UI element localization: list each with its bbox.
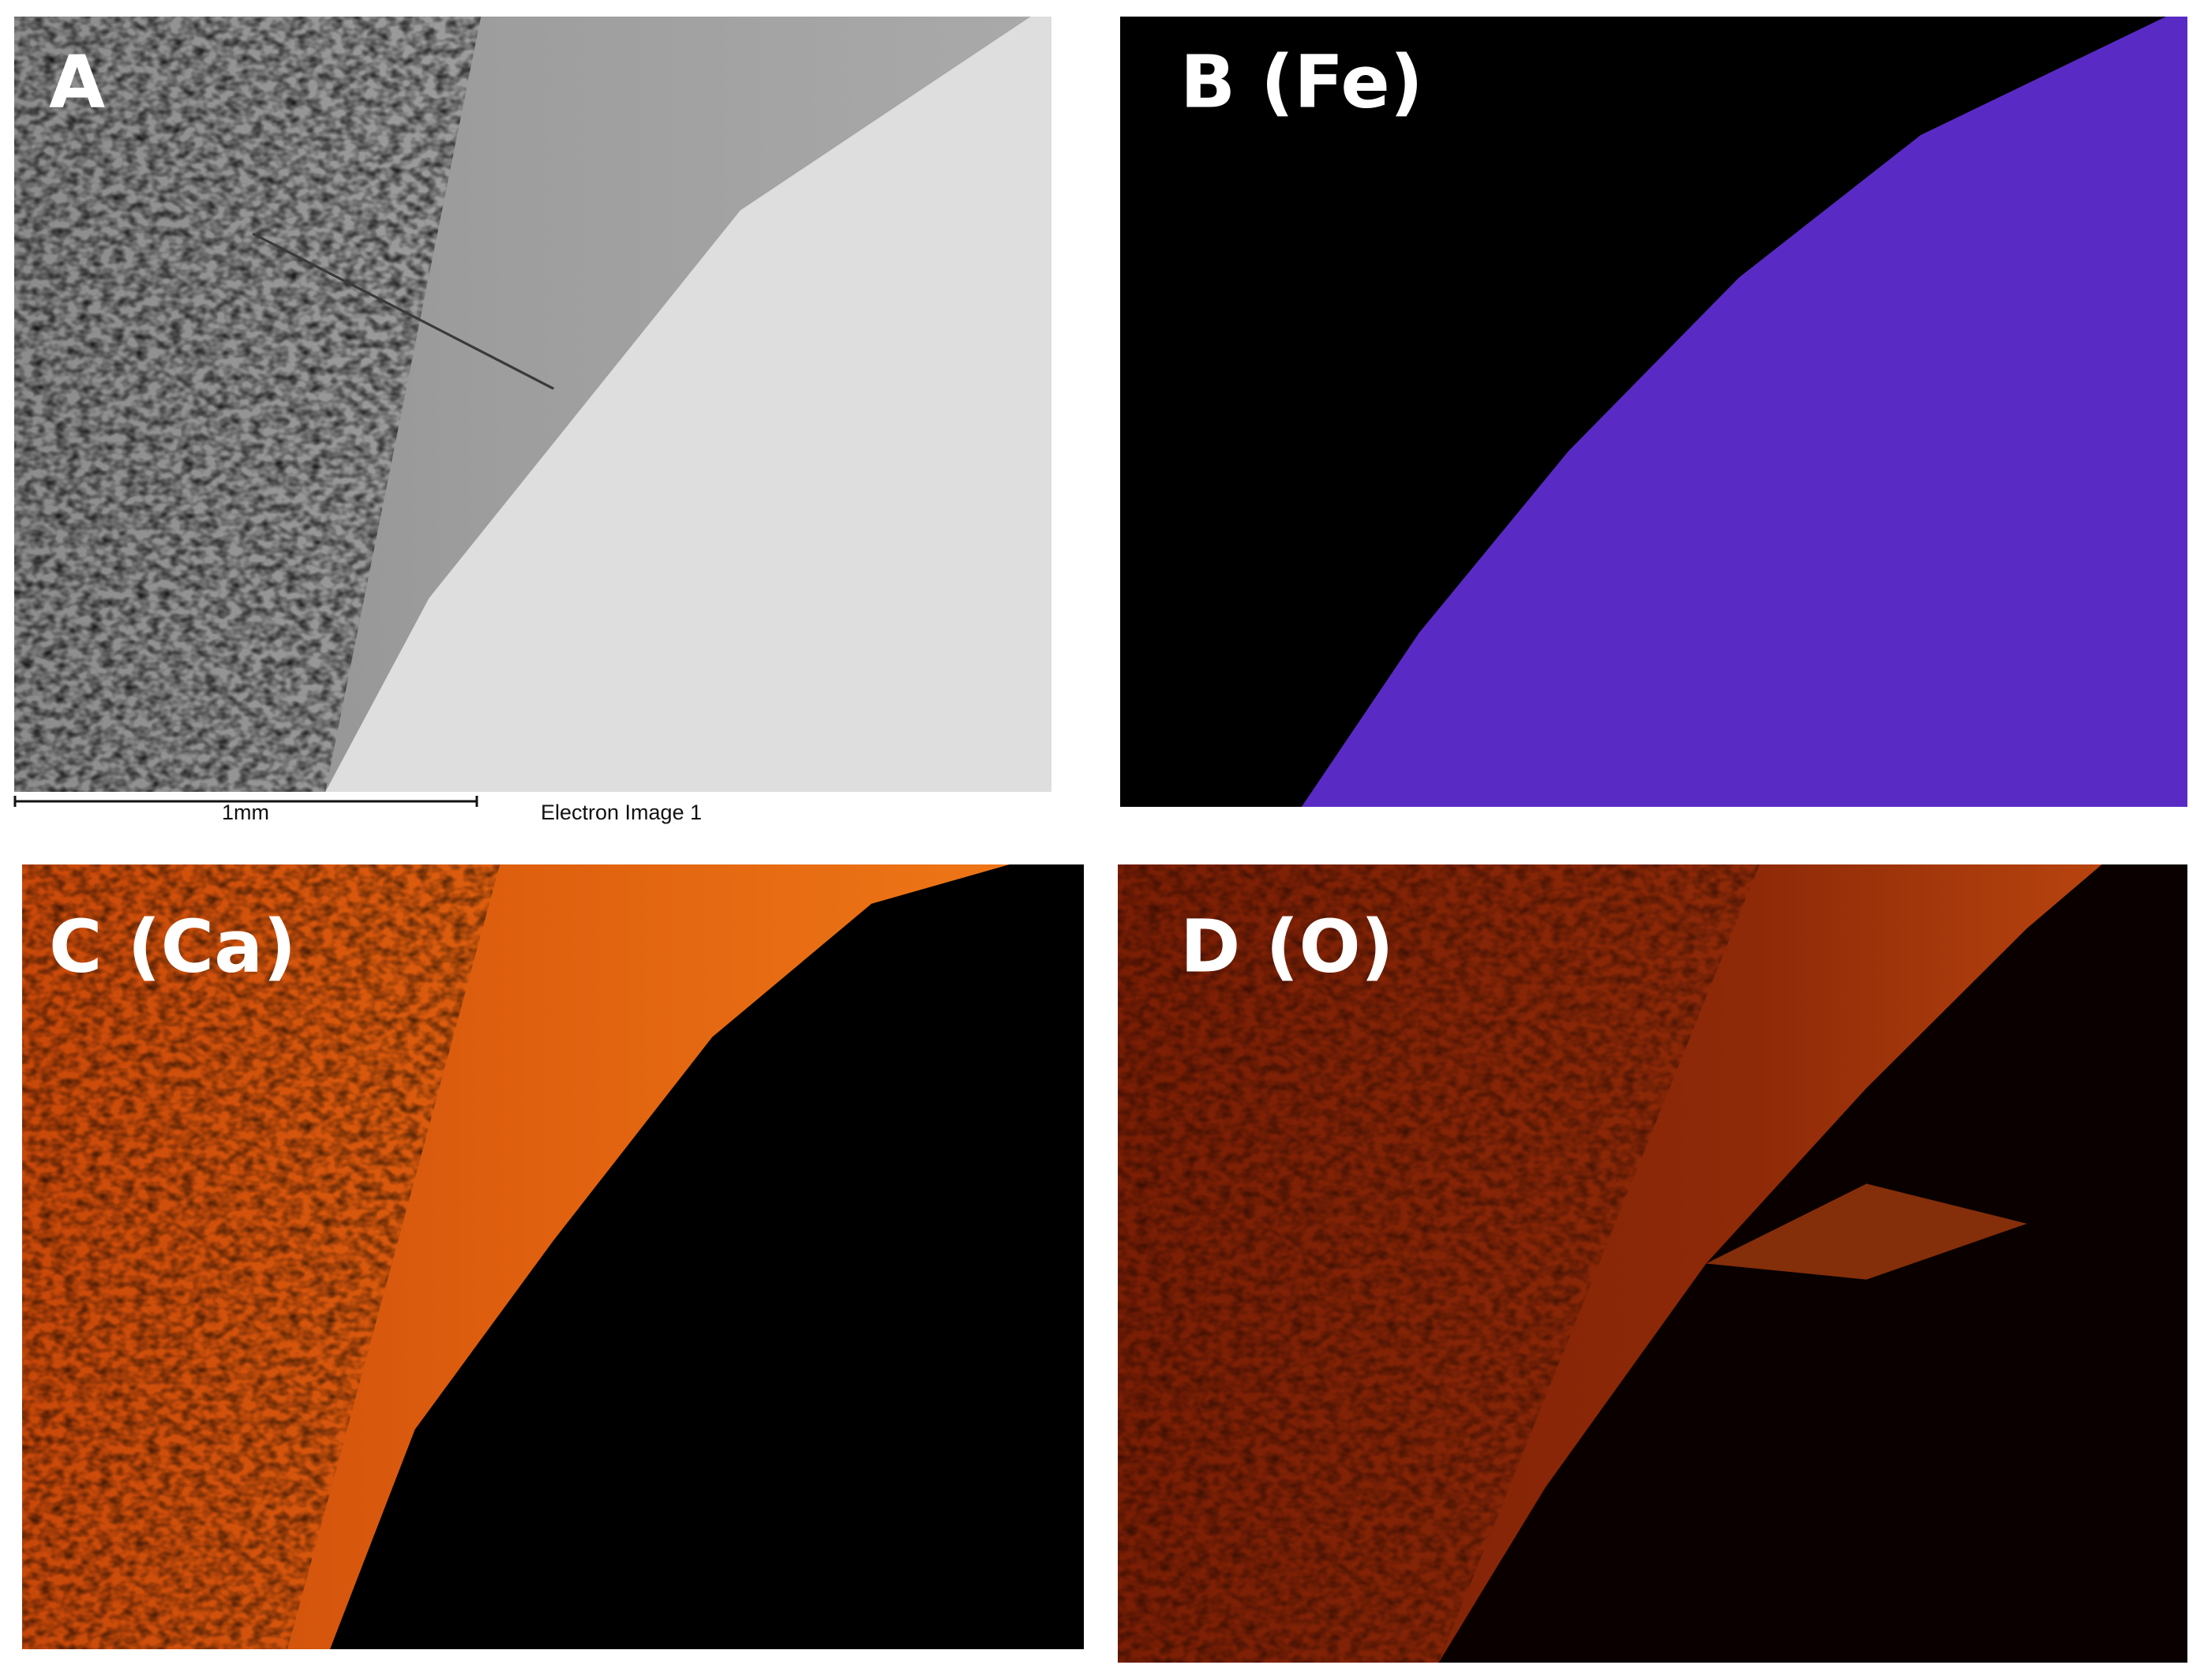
panel-label: D (O) [1180, 904, 1394, 988]
panel-d-image [1118, 864, 2187, 1663]
scale-bar-label: 1mm [222, 801, 269, 824]
panel-label: A [49, 39, 105, 124]
panel-b-image [1120, 17, 2187, 807]
panel-label: C (Ca) [49, 904, 296, 988]
image-caption: Electron Image 1 [541, 801, 702, 824]
panel-a-image [14, 17, 1051, 792]
panel-label: B (Fe) [1180, 39, 1423, 124]
panel-c-image [22, 864, 1084, 1649]
